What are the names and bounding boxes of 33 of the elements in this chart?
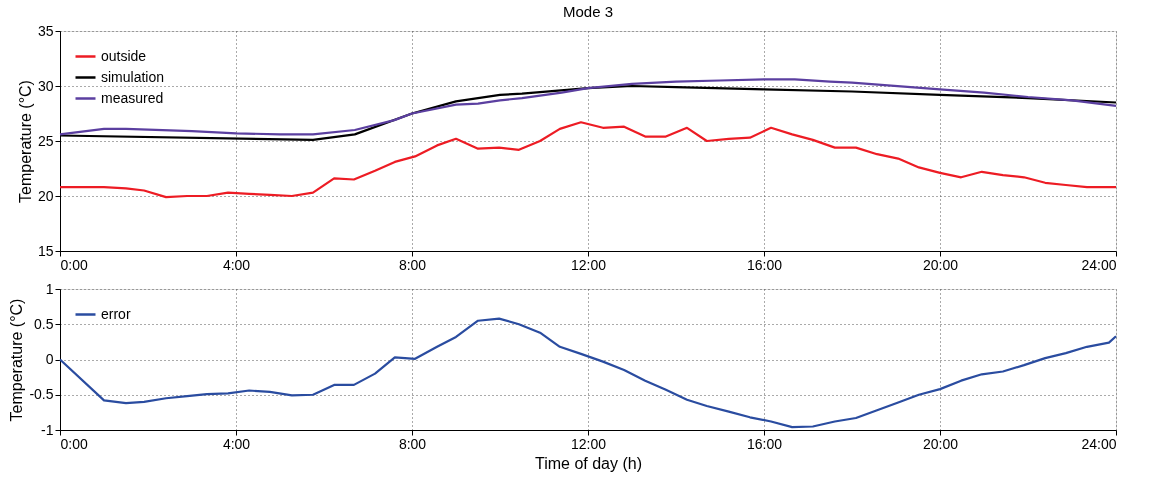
chart-title: Mode 3 — [562, 3, 614, 20]
x-tick-label: 16:00 — [746, 435, 783, 452]
y-tick-label: 25 — [37, 132, 54, 149]
y-tick-label: 15 — [37, 242, 54, 259]
x-tick-label: 0:00 — [60, 435, 88, 452]
y-tick-label: -1 — [41, 421, 54, 438]
x-tick-label: 0:00 — [60, 256, 88, 273]
x-tick-label: 8:00 — [398, 435, 427, 452]
y-tick-label: 20 — [37, 187, 54, 204]
y-tick-label: -0.5 — [29, 386, 54, 403]
line-series — [58, 121, 1118, 199]
y-tick-label: 0.5 — [34, 315, 54, 332]
x-tick-label: 20:00 — [922, 435, 959, 452]
y-tick-label: 0 — [45, 351, 54, 367]
y-tick-label: 35 — [37, 22, 54, 39]
x-tick-label: 4:00 — [222, 256, 251, 273]
y-axis-title: Temperature (°C) — [8, 298, 26, 422]
x-axis-title: Time of day (h) — [535, 454, 642, 472]
x-tick-label: 24:00 — [1081, 256, 1117, 273]
x-tick-label: 4:00 — [222, 435, 251, 452]
legend-label: simulation — [101, 68, 165, 85]
x-tick-label: 12:00 — [570, 435, 607, 452]
x-tick-label: 20:00 — [922, 256, 959, 273]
x-tick-label: 8:00 — [398, 256, 427, 273]
legend-label: outside — [101, 47, 147, 64]
x-tick-label: 24:00 — [1081, 435, 1117, 452]
legend-label: error — [101, 305, 131, 322]
x-tick-label: 16:00 — [746, 256, 783, 273]
y-axis-title: Temperature (°C) — [16, 80, 34, 203]
y-tick-label: 30 — [37, 77, 54, 94]
y-tick-label: 1 — [45, 280, 54, 297]
legend-label: measured — [101, 89, 164, 106]
x-tick-label: 12:00 — [570, 256, 607, 273]
